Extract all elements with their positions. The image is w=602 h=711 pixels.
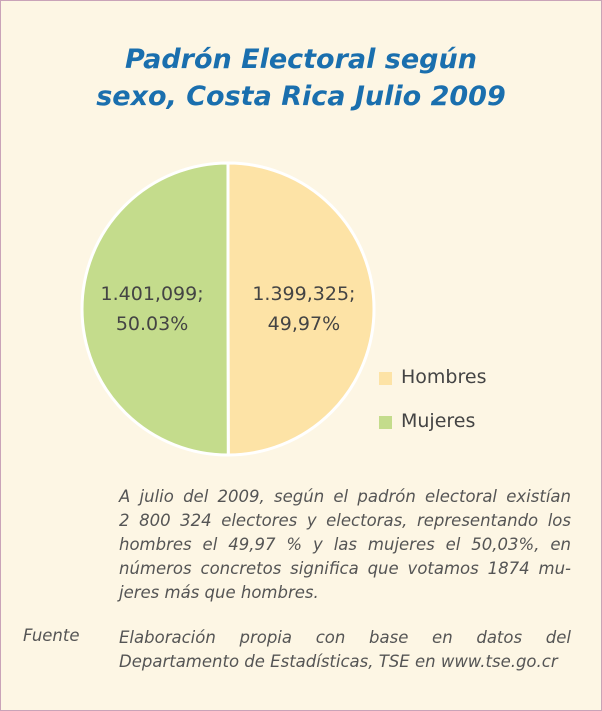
legend-label: Mujeres (401, 410, 476, 432)
paragraph-line: jeres más que hombres. (119, 583, 319, 602)
pie-chart (80, 161, 376, 457)
paragraph-line: 2 800 324 electores y electoras, represe… (119, 511, 571, 530)
pie-slice (80, 161, 230, 457)
paragraph-line: hombres el 49,97 % y las mujeres el 50,0… (119, 535, 571, 554)
paragraph-line: números concretos significa que votamos … (119, 559, 571, 578)
chart-title: Padrón Electoral según sexo, Costa Rica … (96, 44, 506, 112)
paragraph-line: A julio del 2009, según el padrón electo… (119, 487, 571, 506)
data-label: 1.401,099; 50.03% (100, 283, 204, 336)
source: Elaboración propia con base en datos del… (119, 626, 571, 674)
legend-swatch (379, 416, 392, 429)
source-line: Elaboración propia con base en datos del (119, 628, 571, 647)
data-label: 1.399,325; 49,97% (252, 282, 356, 335)
source-line: Departamento de Estadísticas, TSE en www… (119, 652, 558, 671)
legend-swatch (379, 372, 392, 385)
paragraph: A julio del 2009, según el padrón electo… (119, 485, 571, 605)
source-label: Fuente (23, 626, 80, 645)
legend-label: Hombres (401, 366, 487, 388)
pie-slice (226, 161, 376, 457)
